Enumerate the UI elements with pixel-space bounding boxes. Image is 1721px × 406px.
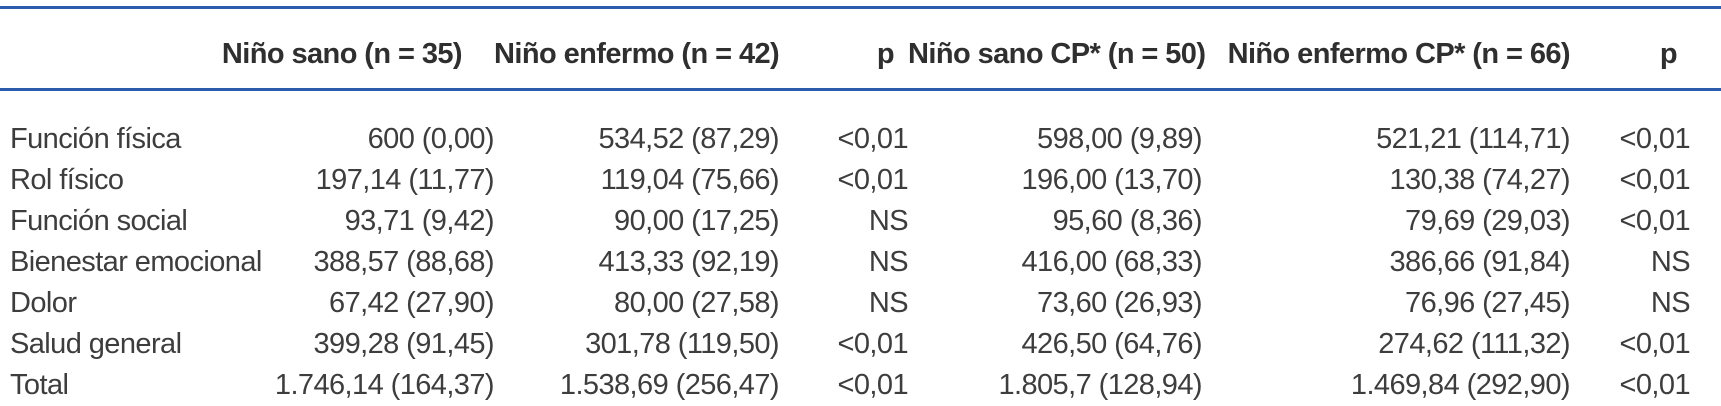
cell-value: 386,66 (91,84) bbox=[1389, 246, 1570, 278]
row-label: Total bbox=[10, 369, 69, 401]
cell-value: 197,14 (11,77) bbox=[315, 164, 495, 196]
cell-value: 95,60 (8,36) bbox=[1052, 205, 1203, 237]
cell-value: 1.538,69 (256,47) bbox=[559, 369, 780, 401]
cell-value: 1.805,7 (128,94) bbox=[998, 369, 1202, 401]
cell-p: NS bbox=[868, 287, 909, 319]
header-cell-nino-sano: Niño sano (n = 35) bbox=[220, 7, 494, 91]
header-cell-p-2: p bbox=[1570, 7, 1721, 91]
cell-value: 80,00 (27,58) bbox=[614, 287, 780, 319]
cell-p: <0,01 bbox=[1619, 205, 1691, 237]
cell-value: 274,62 (111,32) bbox=[1378, 328, 1570, 360]
cell-p: NS bbox=[868, 205, 909, 237]
header-cell-nino-enfermo-cp: Niño enfermo CP* (n = 66) bbox=[1202, 7, 1571, 91]
header-cell-nino-enfermo: Niño enfermo (n = 42) bbox=[494, 7, 780, 91]
cell-p: NS bbox=[868, 246, 909, 278]
cell-value: 388,57 (88,68) bbox=[313, 246, 494, 278]
cell-value: 598,00 (9,89) bbox=[1037, 123, 1203, 155]
cell-value: 90,00 (17,25) bbox=[614, 205, 780, 237]
cell-value: 521,21 (114,71) bbox=[1376, 123, 1571, 155]
table-row: Total 1.746,14 (164,37) 1.538,69 (256,47… bbox=[0, 365, 1721, 406]
cell-value: 73,60 (26,93) bbox=[1037, 287, 1203, 319]
cell-p: NS bbox=[1650, 287, 1691, 319]
table-body: Función física 600 (0,00) 534,52 (87,29)… bbox=[0, 90, 1721, 406]
cell-value: 426,50 (64,76) bbox=[1021, 328, 1202, 360]
cell-value: 413,33 (92,19) bbox=[598, 246, 779, 278]
table-row: Bienestar emocional 388,57 (88,68) 413,3… bbox=[0, 242, 1721, 283]
cell-value: 600 (0,00) bbox=[367, 123, 495, 155]
table-row: Función física 600 (0,00) 534,52 (87,29)… bbox=[0, 90, 1721, 161]
header-cell-p-1: p bbox=[779, 7, 908, 91]
cell-value: 1.746,14 (164,37) bbox=[274, 369, 495, 401]
row-label: Salud general bbox=[10, 328, 182, 360]
cell-p: <0,01 bbox=[1619, 369, 1691, 401]
cell-value: 76,96 (27,45) bbox=[1405, 287, 1571, 319]
cell-p: <0,01 bbox=[1619, 164, 1691, 196]
row-label: Bienestar emocional bbox=[10, 246, 262, 278]
cell-value: 79,69 (29,03) bbox=[1405, 205, 1571, 237]
cell-value: 301,78 (119,50) bbox=[585, 328, 780, 360]
cell-value: 130,38 (74,27) bbox=[1389, 164, 1570, 196]
results-table: Niño sano (n = 35) Niño enfermo (n = 42)… bbox=[0, 6, 1721, 406]
row-label: Rol físico bbox=[10, 164, 124, 196]
row-label: Función social bbox=[10, 205, 188, 237]
table-header: Niño sano (n = 35) Niño enfermo (n = 42)… bbox=[0, 7, 1721, 91]
table-row: Salud general 399,28 (91,45) 301,78 (119… bbox=[0, 324, 1721, 365]
table-row: Función social 93,71 (9,42) 90,00 (17,25… bbox=[0, 201, 1721, 242]
row-label: Función física bbox=[10, 123, 181, 155]
cell-value: 196,00 (13,70) bbox=[1021, 164, 1202, 196]
header-row: Niño sano (n = 35) Niño enfermo (n = 42)… bbox=[0, 7, 1721, 91]
cell-p: NS bbox=[1650, 246, 1691, 278]
cell-value: 416,00 (68,33) bbox=[1021, 246, 1202, 278]
cell-p: <0,01 bbox=[837, 328, 909, 360]
table-row: Dolor 67,42 (27,90) 80,00 (27,58) NS 73,… bbox=[0, 283, 1721, 324]
cell-value: 1.469,84 (292,90) bbox=[1350, 369, 1571, 401]
cell-p: <0,01 bbox=[1619, 328, 1691, 360]
cell-value: 119,04 (75,66) bbox=[600, 164, 780, 196]
row-label: Dolor bbox=[10, 287, 77, 319]
cell-p: <0,01 bbox=[837, 164, 909, 196]
header-cell-nino-sano-cp: Niño sano CP* (n = 50) bbox=[908, 7, 1206, 91]
cell-p: <0,01 bbox=[1619, 123, 1691, 155]
header-cell-empty bbox=[0, 7, 220, 91]
cell-value: 399,28 (91,45) bbox=[313, 328, 494, 360]
cell-value: 534,52 (87,29) bbox=[598, 123, 779, 155]
cell-value: 93,71 (9,42) bbox=[344, 205, 495, 237]
cell-p: <0,01 bbox=[837, 123, 909, 155]
cell-value: 67,42 (27,90) bbox=[329, 287, 495, 319]
table-row: Rol físico 197,14 (11,77) 119,04 (75,66)… bbox=[0, 160, 1721, 201]
cell-p: <0,01 bbox=[837, 369, 909, 401]
